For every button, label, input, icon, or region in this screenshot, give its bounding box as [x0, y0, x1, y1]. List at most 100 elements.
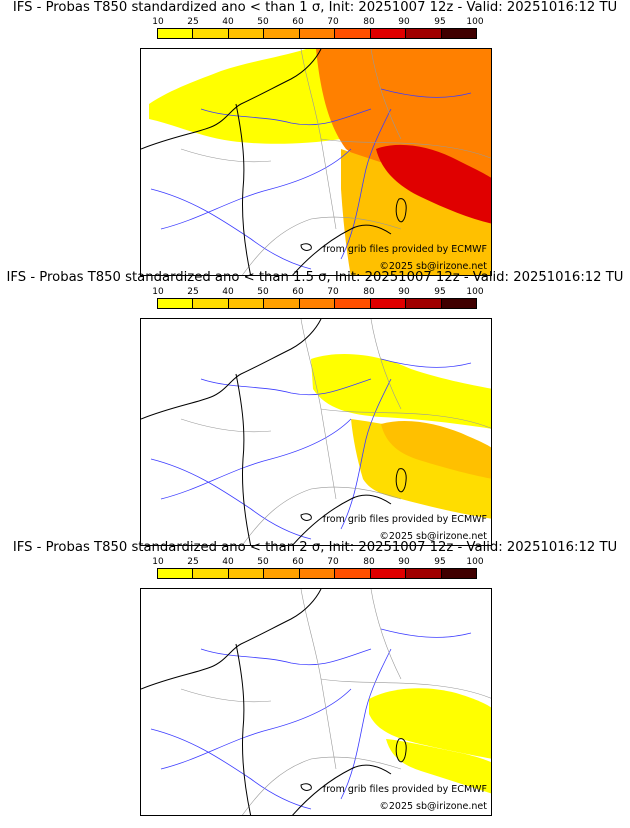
river-line: [160, 148, 352, 230]
river-line: [340, 108, 392, 260]
border-line: [320, 138, 491, 159]
scale-tick: 50: [257, 287, 269, 297]
map-coastline: [141, 49, 407, 275]
river-line: [150, 728, 312, 810]
probability-map: from grib files provided by ECMWF ©2025 …: [140, 48, 492, 276]
scale-tick: 50: [257, 17, 269, 27]
scale-tick: 95: [434, 17, 446, 27]
scale-tick: 40: [222, 287, 234, 297]
color-swatch: [299, 299, 336, 308]
probability-scale: 10 25 40 50 60 70 80 90 95 100: [152, 557, 484, 585]
scale-tick: 40: [222, 17, 234, 27]
map-panel-2: IFS - Probas T850 standardized ano < tha…: [0, 270, 630, 546]
border-line: [370, 49, 402, 140]
coastline: [235, 103, 252, 275]
scale-tick: 100: [466, 287, 484, 297]
color-swatch: [193, 29, 229, 38]
river-line: [150, 458, 312, 540]
scale-tick: 70: [327, 557, 339, 567]
map-borders: [180, 319, 491, 545]
scale-tick: 25: [187, 17, 199, 27]
border-line: [242, 486, 402, 545]
color-swatch: [335, 569, 371, 578]
color-swatch: [370, 29, 407, 38]
map-canvas: [141, 49, 491, 275]
color-swatch: [441, 569, 476, 578]
map-canvas: [141, 589, 491, 815]
color-swatch: [335, 299, 371, 308]
river-line: [340, 378, 392, 530]
credit-site: ©2025 sb@irizone.net: [379, 531, 487, 542]
river-line: [380, 358, 472, 368]
probability-field: [149, 49, 491, 275]
border-line: [320, 408, 491, 429]
coastline: [141, 319, 322, 420]
prob-area-south-east: [386, 739, 491, 794]
border-line: [300, 589, 337, 770]
color-swatch: [264, 299, 300, 308]
scale-tick: 80: [363, 557, 375, 567]
river-line: [380, 88, 472, 98]
coastline-island: [395, 738, 407, 763]
border-line: [242, 216, 402, 275]
color-swatch: [228, 569, 265, 578]
credit-site: ©2025 sb@irizone.net: [379, 801, 487, 812]
credit-grib: from grib files provided by ECMWF: [322, 784, 487, 795]
color-swatch: [406, 299, 442, 308]
color-swatch: [264, 29, 300, 38]
color-bar: [157, 568, 477, 579]
coastline: [292, 764, 392, 815]
scale-tick: 95: [434, 557, 446, 567]
probability-scale: 10 25 40 50 60 70 80 90 95 100: [152, 17, 484, 45]
prob-area-south-east: [341, 149, 491, 275]
coastline: [235, 643, 252, 815]
prob-area-north-east: [311, 354, 491, 429]
border-line: [180, 688, 272, 703]
scale-tick: 100: [466, 17, 484, 27]
scale-tick: 10: [152, 557, 164, 567]
scale-tick: 40: [222, 557, 234, 567]
coastline: [235, 373, 252, 545]
color-swatch: [299, 569, 336, 578]
credit-grib: from grib files provided by ECMWF: [322, 244, 487, 255]
map-canvas: [141, 319, 491, 545]
river-line: [160, 418, 352, 500]
map-borders: [180, 49, 491, 275]
color-swatch: [299, 29, 336, 38]
scale-ticks: 10 25 40 50 60 70 80 90 95 100: [152, 17, 483, 29]
map-coastline: [141, 589, 407, 815]
prob-area-alps: [381, 420, 491, 479]
color-swatch: [228, 299, 265, 308]
border-line: [370, 319, 402, 410]
color-swatch: [370, 299, 407, 308]
scale-tick: 80: [363, 287, 375, 297]
coastline-island: [300, 513, 312, 521]
scale-tick: 90: [398, 557, 410, 567]
color-swatch: [264, 569, 300, 578]
color-swatch: [441, 299, 476, 308]
scale-tick: 60: [292, 287, 304, 297]
coastline-island: [395, 468, 407, 493]
color-swatch: [406, 29, 442, 38]
coastline: [141, 589, 322, 690]
scale-tick: 60: [292, 557, 304, 567]
scale-tick: 50: [257, 557, 269, 567]
color-swatch: [158, 29, 194, 38]
scale-tick: 70: [327, 287, 339, 297]
coastline-island: [300, 243, 312, 251]
river-line: [340, 648, 392, 800]
border-line: [300, 319, 337, 500]
river-line: [150, 188, 312, 270]
scale-ticks: 10 25 40 50 60 70 80 90 95 100: [152, 287, 483, 299]
map-borders: [180, 589, 491, 815]
scale-tick: 100: [466, 557, 484, 567]
border-line: [320, 678, 491, 699]
color-swatch: [335, 29, 371, 38]
map-rivers: [150, 358, 472, 540]
scale-tick: 90: [398, 17, 410, 27]
coastline: [292, 224, 392, 275]
map-panel-3: IFS - Probas T850 standardized ano < tha…: [0, 540, 630, 816]
color-swatch: [193, 299, 229, 308]
river-line: [160, 688, 352, 770]
scale-tick: 10: [152, 287, 164, 297]
